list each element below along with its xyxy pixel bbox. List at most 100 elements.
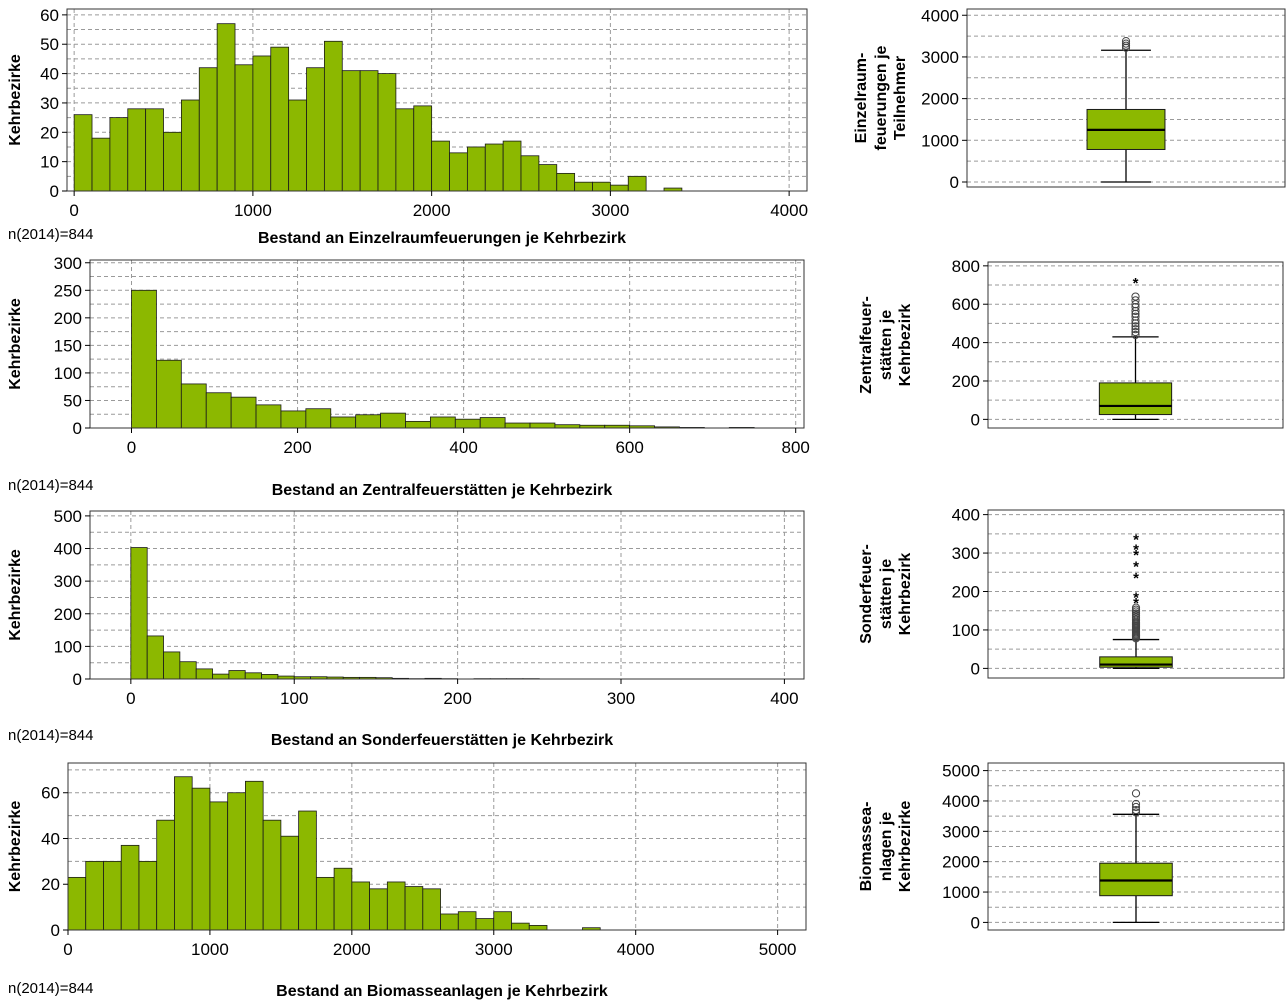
y-tick-label: 1000 — [921, 131, 959, 150]
y-tick-label: 20 — [41, 875, 60, 894]
y-tick-label: 800 — [952, 257, 980, 276]
histogram-bar — [359, 70, 379, 192]
histogram-bar — [574, 181, 593, 192]
outlier-star: * — [1133, 541, 1139, 558]
y-tick-label: 30 — [40, 94, 59, 113]
y-axis-label-line: feuerungen je — [873, 45, 890, 150]
histogram-bar — [212, 673, 230, 680]
histogram-bar — [156, 359, 182, 429]
histogram-bar — [609, 184, 629, 192]
histogram-4: 0 20 40 60 0 1000 2000 3000 4000 5000 Kehrbezirke n… — [7, 762, 807, 1000]
x-tick-label: 800 — [782, 438, 810, 457]
outlier-circle — [1131, 312, 1140, 321]
histogram-2: 0 50 100 150 200 250 300 0 200 400 600 800 Kehrbezir… — [7, 254, 810, 499]
histogram-bar — [145, 108, 164, 192]
histogram-bar — [520, 155, 540, 192]
y-tick-label: 1000 — [942, 883, 980, 902]
y-axis-label-line: Biomassea- — [858, 802, 875, 892]
boxplot-3: *******0100200300400Sonderfeuer-stätten … — [858, 506, 1285, 679]
y-tick-label: 100 — [952, 621, 980, 640]
histogram-bar — [627, 175, 647, 192]
y-tick-label: 20 — [40, 123, 59, 142]
x-axis-label: Bestand an Einzelraumfeuerungen je Kehrb… — [258, 230, 626, 247]
histogram-bar — [85, 860, 104, 931]
histogram-bar — [330, 416, 357, 429]
y-tick-label: 40 — [41, 829, 60, 848]
histogram-bar — [341, 70, 361, 192]
histogram-bar — [205, 392, 232, 429]
histogram-bar — [180, 383, 207, 429]
histogram-bar — [323, 40, 343, 192]
histogram-bar — [440, 913, 459, 931]
box-iqr — [1099, 656, 1173, 668]
x-tick-label: 2000 — [333, 940, 371, 959]
y-tick-label: 5000 — [942, 762, 980, 781]
y-tick-label: 100 — [54, 364, 82, 383]
histogram-bar — [262, 819, 282, 931]
histogram-bar — [333, 867, 353, 931]
y-tick-label: 200 — [54, 309, 82, 328]
y-axis-label-line: Kehrbezirk — [897, 553, 914, 636]
histogram-bar — [103, 860, 122, 931]
y-axis-label: Kehrbezirke — [7, 298, 24, 390]
histogram-bar — [131, 289, 157, 429]
x-tick-label: 4000 — [770, 201, 808, 220]
histogram-bar — [174, 776, 193, 931]
histogram-1: 0 10 20 30 40 50 60 0 1000 2000 3000 4000 Kehrbezirk… — [7, 6, 808, 247]
y-tick-label: 3000 — [921, 48, 959, 67]
y-tick-label: 200 — [952, 583, 980, 602]
x-tick-label: 400 — [449, 438, 477, 457]
outlier-circle — [1131, 603, 1141, 612]
outlier-circle — [1131, 808, 1141, 817]
histogram-3: 0 100 200 300 400 500 0 100 200 300 400 Kehrbezirke… — [7, 507, 805, 749]
y-tick-label: 2000 — [942, 853, 980, 872]
y-tick-label: 40 — [40, 65, 59, 84]
outlier-circle — [1121, 41, 1131, 50]
histogram-bar — [198, 67, 218, 192]
histogram-bar — [73, 114, 93, 192]
histogram-bar — [234, 64, 254, 192]
sample-size-note: n(2014)=844 — [8, 477, 94, 494]
x-tick-label: 3000 — [475, 940, 513, 959]
histogram-bar — [369, 888, 388, 931]
histogram-bar — [454, 418, 481, 429]
y-tick-label: 300 — [54, 572, 82, 591]
histogram-bar — [127, 108, 147, 192]
y-axis-label: Kehrbezirke — [7, 549, 24, 641]
histogram-bar — [298, 810, 317, 931]
y-tick-label: 300 — [54, 254, 82, 273]
y-tick-label: 0 — [73, 419, 82, 438]
histogram-bar — [163, 651, 181, 680]
x-tick-label: 200 — [443, 689, 471, 708]
y-axis-label-line: Sonderfeuer- — [858, 544, 875, 644]
histogram-bar — [67, 876, 87, 931]
x-tick-label: 3000 — [591, 201, 629, 220]
outlier-circle — [1131, 805, 1141, 815]
box-iqr — [1098, 382, 1173, 416]
y-tick-label: 3000 — [942, 822, 980, 841]
histogram-bar — [377, 73, 397, 192]
histogram-bar — [228, 670, 246, 680]
x-tick-label: 0 — [63, 940, 72, 959]
boxplot-1: 0 1000 2000 3000 4000 Einzelraum-feuerungen j… — [853, 6, 1286, 192]
histogram-bar — [305, 408, 332, 429]
y-axis-label-line: Zentralfeuer- — [858, 296, 875, 394]
histogram-bar — [511, 922, 530, 931]
histogram-bar — [504, 422, 531, 429]
outlier-star: * — [1133, 570, 1139, 587]
histogram-bar — [288, 99, 307, 192]
outlier-star: * — [1133, 559, 1139, 576]
histogram-bar — [351, 881, 370, 931]
outlier-circle — [1121, 39, 1131, 48]
histogram-bar — [493, 911, 512, 931]
outlier-star: * — [1133, 589, 1139, 606]
outlier-circle — [1131, 322, 1140, 331]
plot-frame — [987, 509, 1285, 679]
histogram-bar — [380, 412, 406, 429]
x-axis-label: Bestand an Biomasseanlagen je Kehrbezirk — [276, 983, 608, 1000]
y-tick-label: 400 — [54, 540, 82, 559]
y-tick-label: 60 — [41, 784, 60, 803]
y-axis-label-line: stätten je — [878, 559, 895, 629]
histogram-bar — [538, 164, 558, 192]
histogram-bar — [109, 117, 129, 192]
